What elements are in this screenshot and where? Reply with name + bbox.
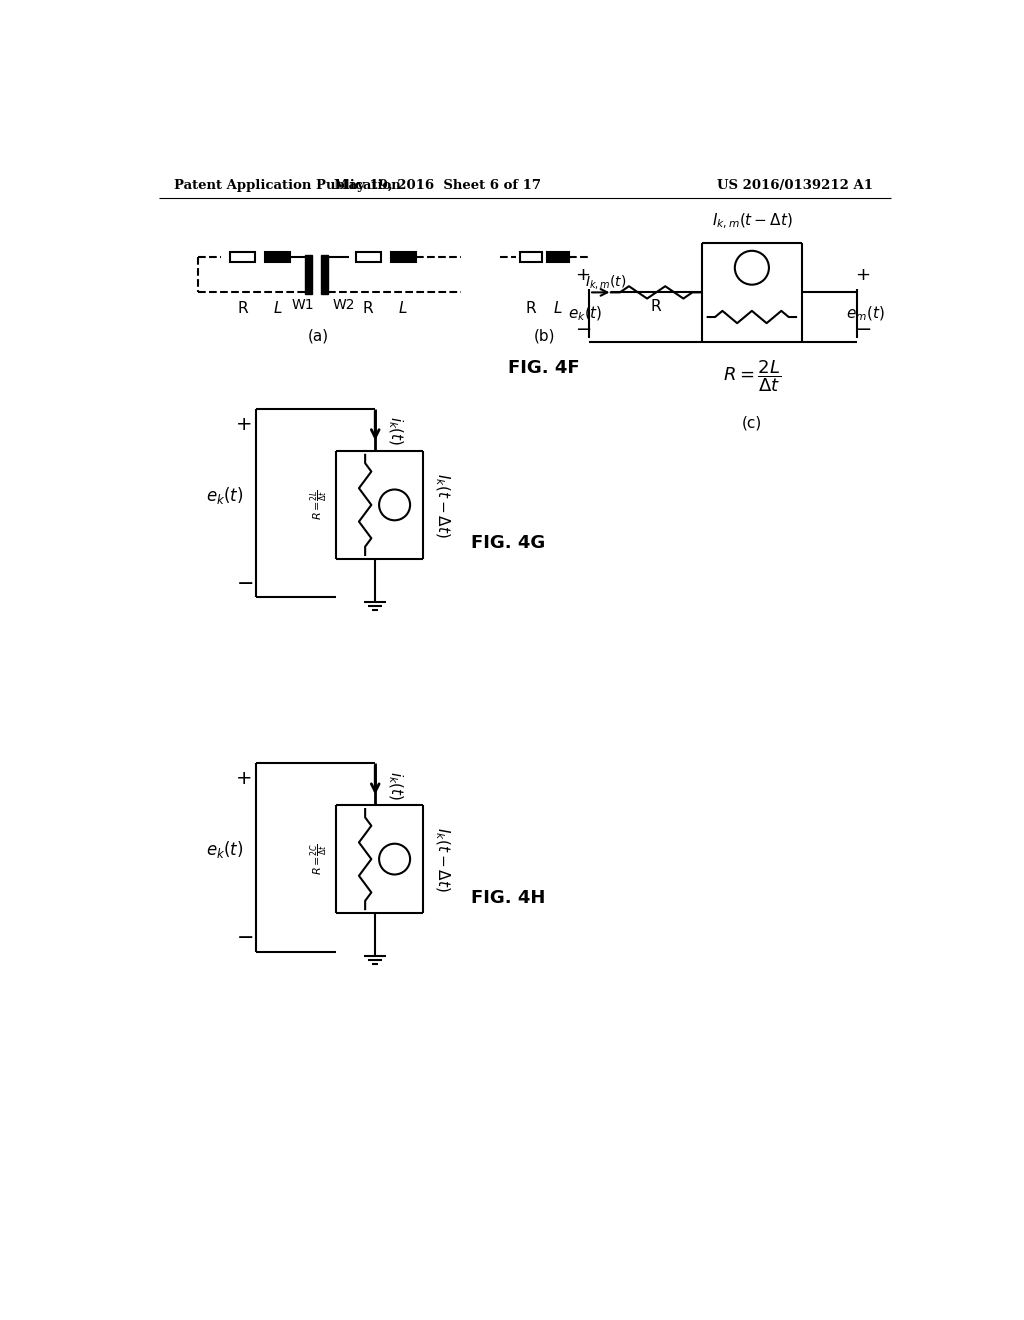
Text: L: L [273, 301, 282, 315]
Text: (a): (a) [307, 329, 329, 343]
Bar [520, 252, 542, 261]
Text: R: R [525, 301, 537, 315]
Text: FIG. 4H: FIG. 4H [471, 888, 545, 907]
Text: $I_{k,m}(t-\Delta t)$: $I_{k,m}(t-\Delta t)$ [712, 213, 793, 231]
Text: $e_k(t)$: $e_k(t)$ [206, 840, 244, 859]
Text: FIG. 4F: FIG. 4F [508, 359, 580, 378]
Text: +: + [575, 267, 591, 284]
Text: $I_k(t-\Delta t)$: $I_k(t-\Delta t)$ [433, 826, 452, 891]
Text: L: L [399, 301, 408, 315]
Text: +: + [236, 768, 253, 788]
Text: W1: W1 [292, 298, 314, 312]
Text: FIG. 4G: FIG. 4G [471, 535, 545, 552]
Text: (b): (b) [534, 329, 555, 343]
Text: R: R [238, 301, 248, 315]
Text: May 19, 2016  Sheet 6 of 17: May 19, 2016 Sheet 6 of 17 [335, 178, 542, 191]
Text: $-$: $-$ [574, 318, 591, 338]
Text: $-$: $-$ [855, 318, 870, 338]
Bar [230, 252, 255, 261]
Text: $I_{k,m}(t)$: $I_{k,m}(t)$ [586, 273, 627, 290]
Text: $R=\!\frac{2C}{\Delta t}$: $R=\!\frac{2C}{\Delta t}$ [308, 843, 330, 875]
Text: L: L [554, 301, 562, 315]
Circle shape [735, 251, 769, 285]
Text: $R=\dfrac{2L}{\Delta t}$: $R=\dfrac{2L}{\Delta t}$ [723, 359, 781, 395]
Text: $-$: $-$ [236, 572, 253, 591]
Text: US 2016/0139212 A1: US 2016/0139212 A1 [717, 178, 873, 191]
Text: $R=\!\frac{2L}{\Delta t}$: $R=\!\frac{2L}{\Delta t}$ [308, 490, 330, 520]
Bar [391, 252, 416, 261]
Text: R: R [362, 301, 374, 315]
Text: $e_m(t)$: $e_m(t)$ [847, 305, 885, 323]
Bar [265, 252, 290, 261]
Text: $e_k(t)$: $e_k(t)$ [206, 484, 244, 506]
Text: (c): (c) [741, 414, 762, 430]
Text: $i_k(t)$: $i_k(t)$ [386, 416, 404, 446]
Text: $-$: $-$ [236, 927, 253, 946]
Text: +: + [236, 414, 253, 433]
Circle shape [379, 843, 410, 874]
Text: $e_k(t)$: $e_k(t)$ [568, 305, 602, 323]
Text: $i_k(t)$: $i_k(t)$ [386, 771, 404, 800]
Text: +: + [855, 267, 870, 284]
Text: $I_k(t-\Delta t)$: $I_k(t-\Delta t)$ [433, 473, 452, 537]
Bar [305, 255, 311, 294]
Bar [321, 255, 328, 294]
Circle shape [379, 490, 410, 520]
Text: R: R [651, 298, 662, 314]
Text: W2: W2 [333, 298, 355, 312]
Bar [547, 252, 569, 261]
Bar [356, 252, 381, 261]
Text: Patent Application Publication: Patent Application Publication [174, 178, 401, 191]
